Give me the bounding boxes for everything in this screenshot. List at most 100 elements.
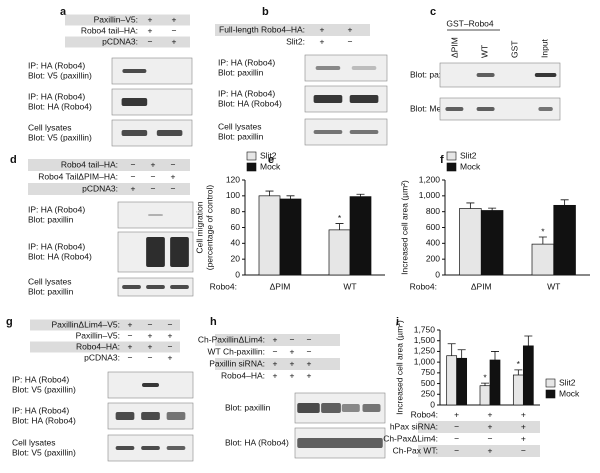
- condition-sign: +: [168, 352, 173, 362]
- band: [476, 107, 495, 111]
- condition-sign: +: [171, 171, 176, 181]
- condition-label: WT Ch-paxillin:: [208, 346, 265, 356]
- legend-label: Mock: [260, 161, 281, 171]
- blot-label: IP: HA (Robo4): [12, 374, 69, 384]
- blot-label: IP: HA (Robo4): [12, 405, 69, 415]
- panel-letter: e: [268, 154, 274, 166]
- condition-label: Slit2:: [286, 36, 305, 46]
- y-tick-label: 200: [426, 253, 440, 263]
- y-tick-label: 120: [226, 174, 240, 184]
- blot-label: IP: HA (Robo4): [28, 241, 85, 251]
- band: [146, 237, 165, 267]
- y-tick-label: 250: [421, 389, 435, 399]
- blot-label: IP: HA (Robo4): [28, 60, 85, 70]
- significance-mark: *: [338, 213, 342, 223]
- band: [362, 404, 381, 412]
- condition-label: Paxillin–V5:: [76, 330, 120, 340]
- y-tick-label: 400: [426, 238, 440, 248]
- significance-mark: *: [483, 372, 487, 382]
- blot-label: Blot: V5 (paxillin): [12, 447, 76, 457]
- y-axis-label: (percentage of control): [204, 185, 214, 271]
- condition-label: Ch-Pax WT:: [393, 445, 438, 455]
- blot: [111, 57, 193, 85]
- legend-swatch: [446, 162, 457, 172]
- band: [445, 107, 464, 111]
- condition-sign: −: [454, 433, 459, 443]
- row-shade: [65, 36, 190, 48]
- condition-label: Paxillin siRNA:: [209, 358, 265, 368]
- band: [341, 404, 360, 412]
- legend-label: Slit2: [460, 150, 477, 160]
- condition-sign: +: [148, 14, 153, 24]
- condition-label: pCDNA3:: [102, 36, 138, 46]
- band: [170, 237, 189, 267]
- significance-mark: *: [541, 226, 545, 236]
- y-tick-label: 0: [430, 399, 435, 409]
- bar: [456, 357, 468, 406]
- legend-label: Mock: [460, 161, 481, 171]
- y-axis-label: Cell migration: [194, 201, 204, 253]
- panel-letter: c: [430, 6, 436, 18]
- band: [122, 69, 147, 73]
- condition-sign: −: [128, 330, 133, 340]
- condition-sign: +: [168, 330, 173, 340]
- condition-sign: −: [131, 171, 136, 181]
- column-header: GST–Robo4: [446, 18, 494, 28]
- blot-label: IP: HA (Robo4): [28, 91, 85, 101]
- error-bar: [265, 190, 274, 196]
- legend-label: Slit2: [260, 150, 277, 160]
- row-shade: [215, 24, 370, 36]
- condition-sign: +: [307, 370, 312, 380]
- legend-swatch: [446, 151, 457, 161]
- condition-label: Robo4:: [411, 409, 438, 419]
- bar: [512, 374, 524, 406]
- bar: [480, 210, 504, 276]
- bar: [279, 198, 302, 276]
- x-tick-label: WT: [547, 281, 560, 291]
- condition-label: pCDNA3:: [84, 352, 120, 362]
- panel-letter: h: [210, 316, 217, 328]
- blot-label: Blot: HA (Robo4): [218, 98, 282, 108]
- x-tick-label: WT: [343, 281, 356, 291]
- condition-sign: −: [131, 159, 136, 169]
- condition-sign: −: [168, 341, 173, 351]
- bar: [459, 208, 482, 276]
- error-bar: [447, 343, 456, 356]
- blot-label: Blot: paxillin: [28, 286, 74, 296]
- condition-label: Ch-PaxΔLim4:: [383, 433, 438, 443]
- condition-sign: +: [521, 433, 526, 443]
- lane-label: ΔPIM: [449, 37, 459, 58]
- blot-label: IP: HA (Robo4): [218, 88, 275, 98]
- y-tick-label: 80: [231, 206, 241, 216]
- condition-sign: +: [307, 358, 312, 368]
- legend-swatch: [246, 151, 257, 161]
- condition-sign: +: [172, 14, 177, 24]
- condition-sign: +: [148, 341, 153, 351]
- blot-label: Blot: V5 (paxillin): [12, 384, 76, 394]
- condition-sign: +: [172, 36, 177, 46]
- condition-sign: +: [488, 421, 493, 431]
- band: [166, 446, 186, 450]
- condition-label: Paxillin–V5:: [94, 14, 138, 24]
- blot-label: Cell lysates: [12, 437, 55, 447]
- y-tick-label: 600: [426, 222, 440, 232]
- condition-sign: +: [131, 183, 136, 193]
- y-axis-label: Increased cell area (µm²): [399, 180, 409, 275]
- legend-swatch: [545, 378, 556, 388]
- error-bar: [356, 193, 365, 197]
- blot-label: Blot: paxillin: [218, 131, 264, 141]
- blot-label: Blot: HA (Robo4): [28, 251, 92, 261]
- panel-letter: a: [60, 6, 67, 18]
- error-bar: [488, 207, 497, 211]
- condition-label: Ch-PaxillinΔLim4:: [198, 334, 265, 344]
- band: [121, 98, 148, 106]
- blot-label: IP: HA (Robo4): [28, 204, 85, 214]
- condition-sign: +: [148, 330, 153, 340]
- blot-label: Blot: Mena: [410, 103, 451, 113]
- condition-label: Robo4–HA:: [76, 341, 120, 351]
- y-tick-label: 1,000: [414, 356, 436, 366]
- band: [534, 73, 557, 77]
- band: [141, 412, 160, 420]
- condition-label: hPax siRNA:: [390, 421, 438, 431]
- legend-label: Slit2: [559, 377, 576, 387]
